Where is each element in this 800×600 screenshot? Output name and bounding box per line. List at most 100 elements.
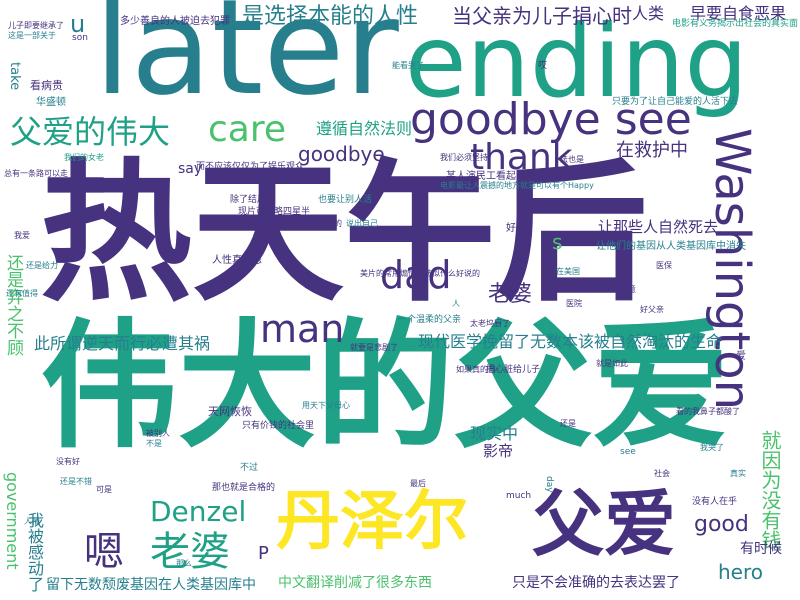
word-small-24: 美片的常用煽情手法似什么好说的: [360, 269, 480, 278]
word-rangnaxieren: 让那些人自然死去: [598, 218, 719, 236]
word-ending: ending: [405, 3, 749, 120]
word-liuxiawushu: 留下无数颓废基因在人类基因库中: [46, 577, 256, 593]
word-small-27: 没有人在乎: [692, 497, 738, 507]
word-government: government: [3, 472, 22, 570]
word-zhongwenfanyi: 中文翻译削减了很多东西: [278, 575, 432, 591]
word-small-50: 刻意: [620, 285, 636, 294]
word-small-60: 还是不错: [60, 477, 92, 486]
word-xianshizhong: 现实中: [470, 424, 519, 443]
word-dad: dad: [380, 253, 452, 297]
word-small-14: 让他们的基因从人类基因库中消失: [596, 241, 746, 252]
word-renlei: 人类: [632, 4, 665, 23]
word-yingdi: 影帝: [483, 442, 514, 460]
word-small-25: 太老坞厨了: [470, 319, 510, 328]
word-s: s: [552, 230, 563, 254]
word-small-22: 一个温柔的父亲: [398, 315, 462, 325]
word-small-03: 看病贵: [30, 79, 63, 92]
word-small-65: 最后: [410, 479, 426, 488]
word-small-29: day: [544, 476, 554, 493]
word-small-53: 社会: [654, 469, 670, 478]
word-hero: hero: [718, 560, 763, 584]
word-small-66: 我哭了: [700, 443, 724, 452]
word-small-11: 也要让别人活: [318, 195, 373, 205]
word-man: man: [260, 307, 345, 351]
word-small-64: 人情: [24, 517, 40, 526]
word-care: care: [208, 109, 287, 150]
word-cisuowei: 此所谓逆天而行必遭其祸: [34, 334, 211, 353]
word-small-17: 现片可以略四星半: [238, 207, 311, 217]
word-small-39: 我们的女老: [64, 153, 104, 162]
word-small-04: 华盛顿: [36, 97, 66, 108]
word-haishifangqi: 还是弃之不顾: [3, 254, 23, 356]
word-small-41: 还是给力: [26, 261, 58, 270]
word-small-10: 除了结局: [230, 195, 267, 205]
word-shixuanze: 是选择本能的人性: [242, 4, 419, 29]
word-u: u: [70, 10, 86, 38]
word-small-08: 这是一部关于: [8, 31, 56, 40]
word-small-49: 不是: [146, 439, 162, 448]
word-small-43: 我们必须坚持: [440, 153, 488, 162]
word-small-54: 人: [452, 299, 460, 308]
word-small-38: 只要为了让自己能爱的人活下去: [612, 97, 739, 107]
word-small-36: 还有值得: [6, 289, 38, 298]
word-rentianhou: 热天午后: [40, 145, 648, 322]
word-small-16: 电影最让人震撼的地方就是可以有个Happy: [440, 181, 594, 190]
word-small-56: 可是: [96, 485, 112, 494]
word-small-33: 如果真的自: [456, 365, 496, 374]
word-small-12: 节奏很紧凑: [408, 231, 458, 242]
word-small-63: 医保: [656, 261, 672, 270]
word-zhishibuhui: 只是不会准确的去表达罢了: [512, 575, 680, 591]
word-small-13: 好吧: [506, 223, 526, 234]
word-small-30: see: [620, 447, 636, 457]
word-small-58: 总有一条路可以走: [4, 169, 68, 178]
word-small-02: 电影有义务揭示出社会的真实面: [672, 19, 799, 29]
word-fuaideweida: 父爱的伟大: [10, 113, 171, 151]
word-small-19: 天网恢恢: [208, 405, 252, 418]
word-laopo2: 老婆: [488, 282, 533, 307]
word-small-35: 在美国: [556, 267, 580, 276]
word-small-09: 而不应该仅仅为了娱乐观众: [196, 162, 305, 172]
word-small-51: 用天下父母心: [302, 401, 350, 410]
word-small-59: 就是如此: [596, 359, 628, 368]
word-small-45: 没有好: [56, 457, 80, 466]
word-small-34: 爱: [736, 351, 746, 362]
word-fuai: 父爱: [532, 482, 677, 566]
word-small-62: 那么: [176, 559, 192, 568]
word-small-15: 某人演民工看起来都像总统: [446, 171, 566, 182]
word-jiuyinweimeiyouqian: 就因为没有钱: [758, 430, 782, 550]
word-en: 嗯: [84, 529, 124, 575]
word-small-55: 医院: [566, 299, 582, 308]
word-small-07: 儿子即要继承了: [8, 21, 64, 30]
word-youshihou: 有时候: [740, 541, 782, 557]
word-small-46: 哎: [538, 61, 548, 71]
word-small-42: 我爱: [14, 231, 30, 240]
word-goodbye: goodbye: [298, 142, 385, 166]
word-small-28: much: [506, 491, 532, 501]
word-small-01: 多少善良的人被迫去犯罪: [120, 16, 230, 27]
word-laopo: 老婆: [150, 529, 230, 575]
word-say: say: [178, 161, 203, 177]
word-small-47: 能看哭了: [392, 61, 424, 70]
word-small-20: 不过: [240, 463, 259, 473]
word-p: P: [258, 543, 269, 564]
word-zaogeng: 早要自食恶果: [690, 4, 787, 23]
word-small-23: 只有价钱的社会里: [242, 421, 315, 431]
word-small-44: 说出自己: [346, 219, 378, 228]
word-thank: thank: [470, 137, 573, 178]
word-wobeiganle: 我被感动了: [25, 512, 44, 592]
word-small-18: 人性真丑恶: [212, 255, 262, 266]
word-goodbye-see: goodbye see: [410, 94, 692, 145]
word-small-40: 法也是: [560, 155, 584, 164]
word-washington: Washington: [704, 128, 760, 411]
word-good: good: [694, 512, 749, 537]
word-dangfuqin: 当父亲为儿子捐心时: [452, 4, 632, 28]
word-small-57: 真实: [730, 469, 746, 478]
word-zunxun: 遵循自然法则: [316, 119, 413, 138]
word-danzeer: 丹泽尔: [276, 485, 468, 559]
word-small-06: son: [72, 33, 88, 43]
word-small-32: 把心脏给儿子: [486, 365, 541, 375]
word-weidadefuai: 伟大的父爱: [40, 306, 731, 467]
word-later: later: [94, 0, 399, 125]
word-small-31: 看的我鼻子都酸了: [676, 407, 740, 416]
